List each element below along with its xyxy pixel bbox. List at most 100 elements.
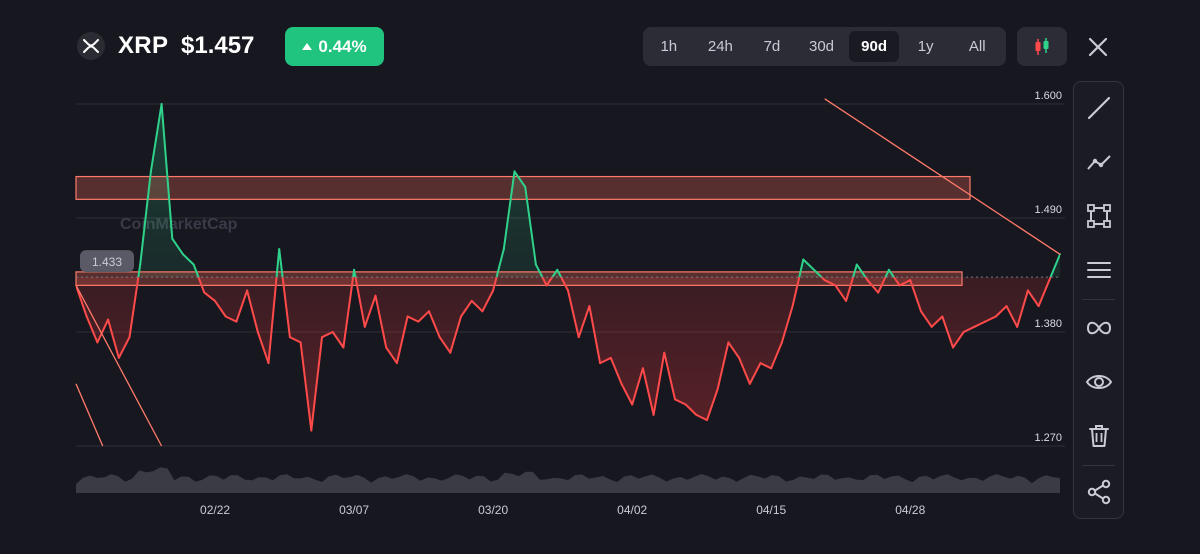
above-reference-area [138,104,1060,278]
coinmarketcap-watermark: CoinMarketCap [120,216,238,233]
price-point [246,289,249,292]
range-tab-1y[interactable]: 1y [917,38,934,55]
coin-price: $1.457 [181,32,255,59]
price-point [534,263,537,266]
infinite-line-tool-button[interactable] [1074,308,1123,348]
resistance-zone[interactable] [75,175,971,200]
trendline[interactable] [75,285,163,447]
close-button[interactable] [1082,31,1114,63]
visibility-toggle-button[interactable] [1074,362,1123,402]
reference-price-label: 1.433 [92,255,122,269]
price-point [834,284,837,287]
price-point [813,268,815,271]
rectangle-tool-button[interactable] [1074,196,1123,236]
price-point [791,305,794,308]
price-point [663,351,666,354]
trendline-icon [1086,155,1111,170]
price-point [1048,279,1051,282]
price-point [235,320,238,323]
range-tab-90d[interactable]: 90d [849,31,899,62]
fib-levels-tool-button[interactable] [1074,250,1123,290]
price-point [470,299,473,302]
price-point [941,315,944,318]
price-point [673,398,676,401]
range-tab-1h[interactable]: 1h [660,38,678,55]
range-tab-7d[interactable]: 7d [763,38,781,55]
trash-icon [1088,425,1109,447]
price-point [288,336,291,339]
y-tick-label: 1.380 [1034,318,1062,330]
below-reference-area [76,277,1060,431]
x-tick-label: 02/22 [200,503,230,517]
delete-drawings-button[interactable] [1074,416,1123,456]
price-point [128,336,131,339]
price-point [385,346,388,349]
share-button[interactable] [1074,472,1123,512]
price-point [588,305,591,308]
price-point [652,413,655,416]
trendline[interactable] [75,383,104,447]
x-tick-label: 04/02 [617,503,647,517]
price-point [267,362,270,365]
price-point [96,341,99,344]
price-point [599,362,602,365]
price-point [139,263,142,266]
price-point [1037,305,1040,308]
price-point [513,170,516,173]
candlestick-toggle-button[interactable] [1017,27,1067,66]
price-point [395,362,398,365]
price-point [492,289,495,292]
range-tab-all[interactable]: All [968,38,986,55]
price-line-below [76,277,1052,432]
price-point [620,382,623,385]
y-tick-label: 1.490 [1034,204,1062,216]
chart-header: XRP $1.457 0.44% 1h 24h 7d 30d 90d 1y All [0,0,1200,92]
resistance-zone[interactable] [75,271,963,286]
price-point [502,248,505,251]
x-tick-label: 03/07 [339,503,369,517]
price-point [877,291,880,294]
price-point [919,310,922,313]
price-point [214,299,217,302]
price-point [374,294,377,297]
price-point [299,341,302,344]
y-tick-label: 1.270 [1034,432,1062,444]
trendline[interactable] [824,98,1061,255]
line-tool-button[interactable] [1074,88,1123,128]
price-point [898,284,901,287]
price-point [1005,305,1008,308]
price-point [770,367,773,370]
infinite-line-icon [1086,321,1111,335]
price-point [952,346,955,349]
y-tick-label: 1.600 [1034,90,1062,102]
price-point [855,263,858,266]
price-point [1026,289,1029,292]
price-point [181,253,184,256]
arrow-up-icon [302,43,313,50]
price-point [406,315,409,318]
fib-levels-icon [1086,262,1111,278]
price-point [994,315,997,318]
price-point [909,279,912,282]
range-tab-30d[interactable]: 30d [809,38,835,55]
price-point [310,429,313,432]
trendline-tool-button[interactable] [1074,142,1123,182]
price-point [460,315,463,318]
price-point [706,419,709,422]
price-point [256,331,259,333]
time-range-selector: 1h 24h 7d 30d 90d 1y All [643,27,1006,66]
visibility-eye-icon [1085,375,1112,389]
price-point [203,291,206,294]
price-point [567,289,569,292]
price-point [321,336,323,339]
price-point [481,310,484,313]
price-point [984,320,987,323]
range-tab-24h[interactable]: 24h [707,38,733,55]
x-tick-label: 03/20 [478,503,508,517]
toolbar-divider [1082,465,1115,466]
close-icon [1088,37,1108,57]
price-point [930,325,933,328]
toolbar-divider [1082,299,1115,300]
price-point [353,268,356,271]
